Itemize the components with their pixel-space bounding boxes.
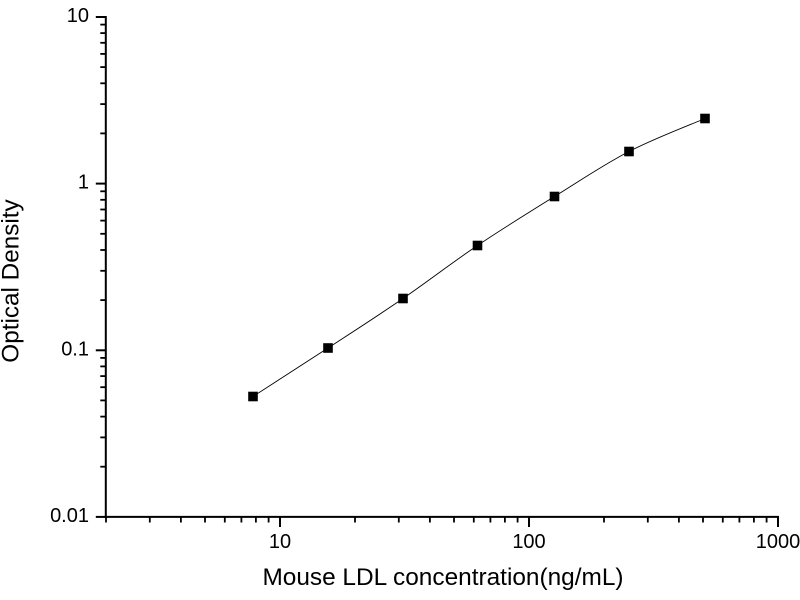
- svg-text:1: 1: [78, 172, 89, 194]
- svg-text:100: 100: [512, 531, 545, 553]
- svg-text:Optical Density: Optical Density: [0, 198, 25, 362]
- svg-text:10: 10: [269, 531, 291, 553]
- svg-text:10: 10: [67, 5, 89, 27]
- svg-text:0.1: 0.1: [61, 338, 89, 360]
- svg-text:0.01: 0.01: [50, 505, 89, 527]
- svg-text:1000: 1000: [756, 531, 800, 553]
- svg-text:Mouse LDL concentration(ng/mL): Mouse LDL concentration(ng/mL): [262, 564, 623, 591]
